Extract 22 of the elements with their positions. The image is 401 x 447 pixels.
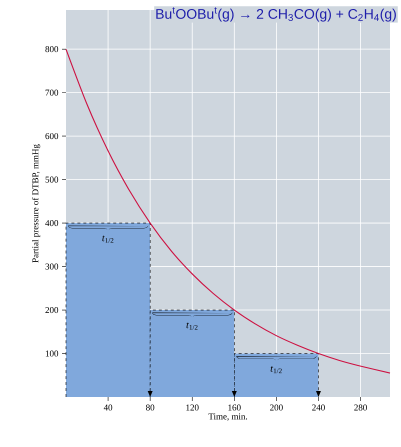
x-tick-label: 40: [104, 404, 112, 411]
x-tick-label: 160: [228, 404, 241, 411]
annotation: t$_{1/2}$: [186, 322, 198, 330]
y-tick-label: 400: [45, 220, 58, 226]
chart-title: Bu$^{t}$OOBu$^{t}$(g) → 2 CH$_{3}$CO(g) + C$_{2}$H$_{4}$(g): [156, 7, 396, 22]
y-axis-title: Partial pressure of DTBP, mmHg: [32, 144, 40, 263]
y-tick-label: 100: [46, 350, 58, 357]
x-axis-title: Time, min.: [208, 413, 248, 421]
x-tick-label: 280: [354, 404, 367, 411]
y-tick-label: 500: [46, 176, 58, 183]
y-tick-label: 200: [45, 307, 58, 314]
annotation: t$_{1/2}$: [270, 366, 282, 374]
x-tick-label: 200: [270, 404, 283, 411]
x-tick-label: 120: [186, 404, 199, 411]
y-tick-label: 300: [45, 264, 58, 270]
x-tick-label: 240: [312, 404, 325, 411]
y-tick-label: 700: [46, 90, 58, 96]
line-series: [65, 48, 391, 374]
y-tick-label: 800: [45, 46, 58, 52]
annotation: t$_{1/2}$: [102, 236, 114, 243]
x-tick-label: 80: [146, 404, 154, 411]
y-tick-label: 600: [45, 133, 58, 140]
